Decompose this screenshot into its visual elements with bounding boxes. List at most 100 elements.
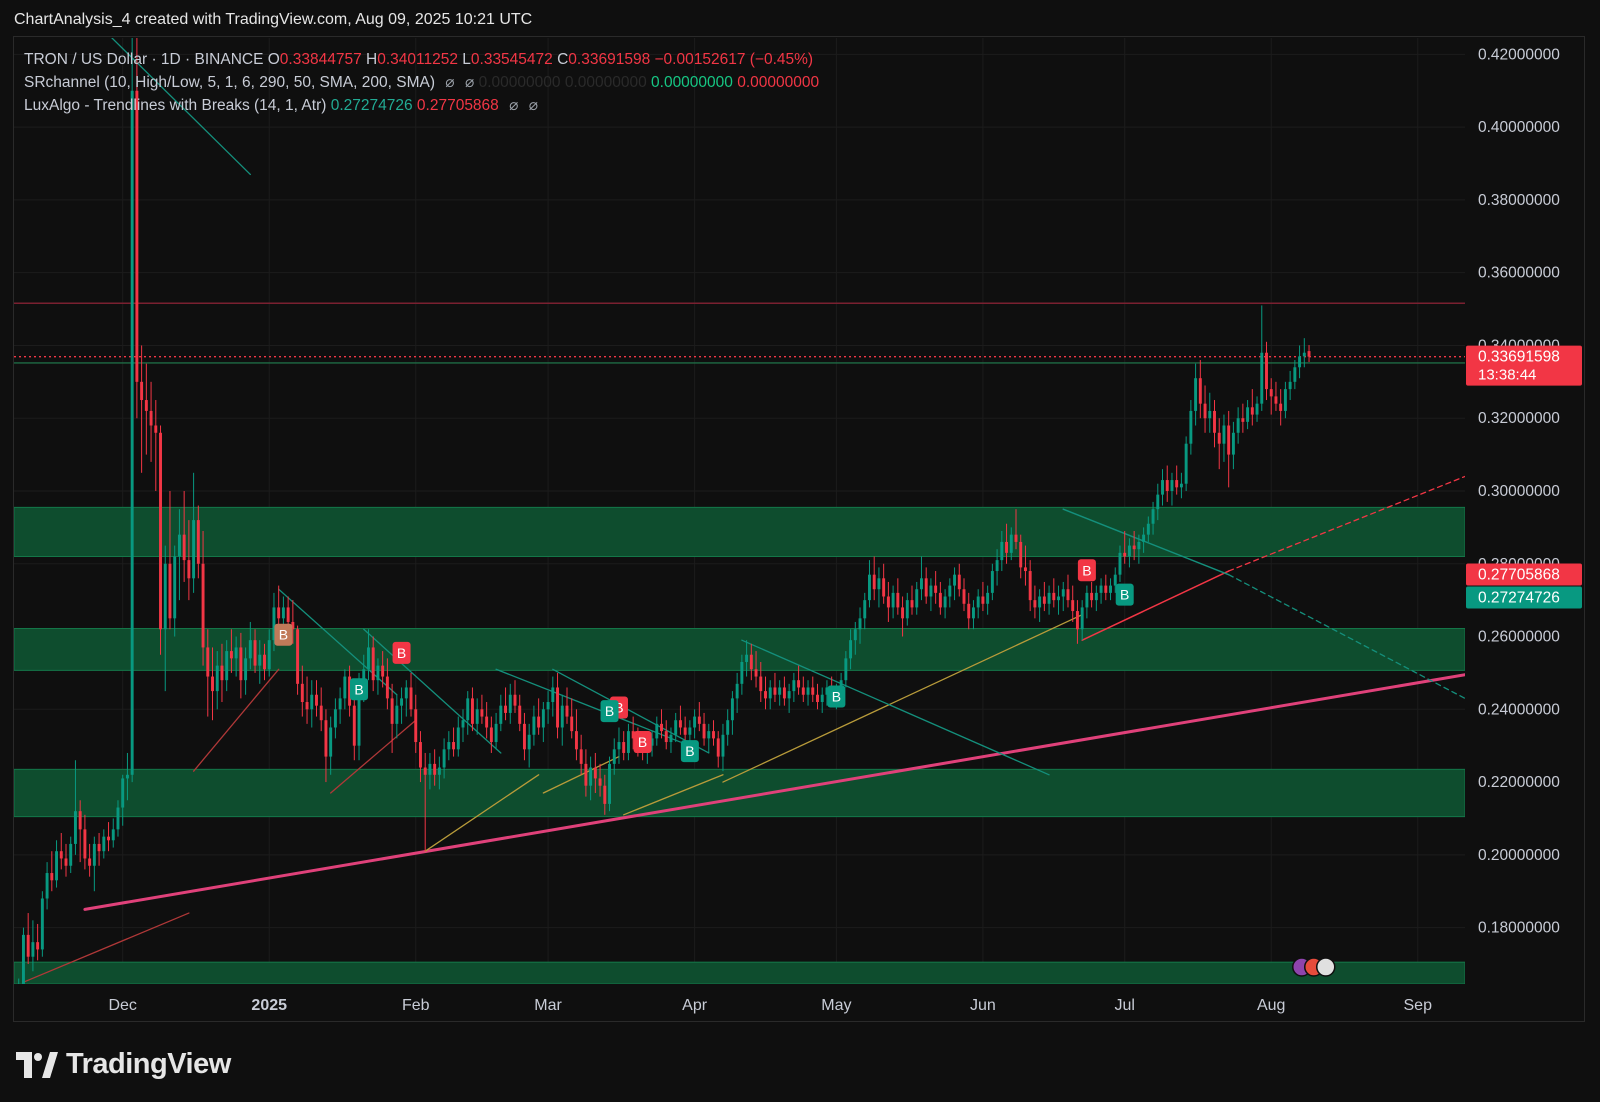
- candle-body: [461, 720, 465, 728]
- candle-body: [971, 607, 975, 619]
- price-tick-label: 0.38000000: [1478, 192, 1560, 209]
- candle-body: [513, 694, 517, 706]
- candle-body: [390, 698, 394, 724]
- candle-body: [745, 654, 749, 662]
- event-flags-icon: [1292, 957, 1336, 977]
- candle-body: [409, 687, 413, 710]
- trendline: [495, 668, 682, 743]
- candle-body: [1250, 407, 1254, 415]
- candle-body: [1161, 480, 1164, 495]
- candle-body: [97, 843, 101, 852]
- candle-body: [163, 563, 167, 630]
- candle-body: [612, 749, 616, 764]
- candle-body: [1123, 552, 1127, 557]
- luxalgo-name[interactable]: LuxAlgo - Trendlines with Breaks (14, 1,…: [24, 97, 327, 114]
- candle-body: [45, 873, 49, 899]
- price-label-value: 0.33691598: [1478, 349, 1560, 366]
- price-label-badge: [1466, 345, 1582, 386]
- time-tick-label: Aug: [1257, 997, 1285, 1014]
- candle-body: [901, 607, 905, 619]
- candle-body: [749, 654, 753, 670]
- price-tick-label: 0.40000000: [1478, 119, 1560, 136]
- tradingview-logo[interactable]: TradingView: [16, 1048, 231, 1081]
- candle-body: [707, 731, 711, 739]
- candle-body: [806, 687, 810, 695]
- candle-body: [177, 534, 181, 557]
- candle-body: [428, 763, 432, 775]
- break-marker-label: B: [638, 734, 647, 750]
- candle-body: [896, 592, 900, 608]
- candle-body: [603, 785, 607, 804]
- candle-body: [617, 742, 621, 750]
- candle-body: [853, 629, 857, 641]
- candle-body: [858, 618, 862, 630]
- candle-body: [466, 698, 470, 721]
- trendline: [22, 912, 190, 983]
- candle-body: [556, 687, 559, 728]
- candle-body: [1052, 592, 1056, 601]
- candle-body: [248, 640, 252, 659]
- candle-body: [1071, 600, 1075, 612]
- candle-body: [26, 934, 30, 957]
- horizontal-levels: [14, 302, 1465, 364]
- candle-body: [981, 596, 985, 604]
- candle-body: [1274, 396, 1278, 404]
- candle-body: [31, 942, 35, 957]
- price-tick-label: 0.20000000: [1478, 847, 1560, 864]
- candle-body: [626, 731, 630, 753]
- candle-body: [726, 720, 730, 735]
- candle-body: [1194, 378, 1198, 411]
- trendline: [722, 614, 1083, 783]
- candle-body: [1156, 494, 1160, 510]
- candle-body: [1014, 534, 1018, 542]
- candle-body: [565, 705, 569, 717]
- candle-body: [173, 556, 177, 619]
- time-tick-label: Feb: [402, 997, 430, 1014]
- candle-body: [678, 720, 682, 728]
- candle-body: [882, 578, 886, 597]
- candle-body: [1080, 607, 1084, 630]
- candle-body: [1137, 541, 1141, 550]
- candle-body: [1085, 592, 1089, 608]
- candle-body: [348, 676, 352, 706]
- candle-body: [938, 592, 942, 608]
- break-marker-badge: [1115, 583, 1134, 606]
- candle-body: [371, 647, 375, 681]
- break-marker-badge: [633, 731, 652, 754]
- candle-body: [934, 585, 938, 593]
- candle-body: [957, 574, 961, 590]
- sr-zone: [14, 961, 1465, 984]
- candle-body: [943, 596, 947, 608]
- legend: TRON / US Dollar · 1D · BINANCE O0.33844…: [24, 48, 819, 117]
- candle-body: [475, 709, 479, 724]
- candle-body: [754, 669, 758, 677]
- time-tick-label: Jun: [970, 997, 996, 1014]
- srchannel-name[interactable]: SRchannel (10, High/Low, 5, 1, 6, 290, 5…: [24, 74, 435, 91]
- price-label-badge: [1466, 563, 1582, 586]
- candle-body: [36, 942, 40, 950]
- price-tick-label: 0.26000000: [1478, 629, 1560, 646]
- high-label: H: [366, 51, 378, 68]
- candle-body: [768, 687, 772, 699]
- candle-body: [740, 661, 744, 684]
- candle-body: [1090, 592, 1094, 601]
- candle-body: [1019, 541, 1023, 568]
- candle-body: [329, 727, 333, 757]
- candle-body: [1099, 585, 1103, 593]
- candle-body: [792, 680, 796, 692]
- candle-body: [593, 767, 597, 779]
- trendline: [741, 639, 1050, 776]
- break-marker: B: [600, 700, 619, 723]
- time-tick-label: May: [821, 997, 851, 1014]
- lux-value-1: 0.27274726: [330, 97, 413, 114]
- na-icon: ⌀: [528, 97, 539, 114]
- candle-body: [778, 687, 782, 695]
- candle-body: [504, 705, 508, 713]
- candle-body: [1023, 567, 1027, 572]
- candle-body: [1061, 589, 1065, 597]
- break-marker: B: [392, 641, 411, 664]
- brand-name: TradingView: [66, 1048, 231, 1080]
- symbol-title[interactable]: TRON / US Dollar · 1D · BINANCE: [24, 51, 264, 68]
